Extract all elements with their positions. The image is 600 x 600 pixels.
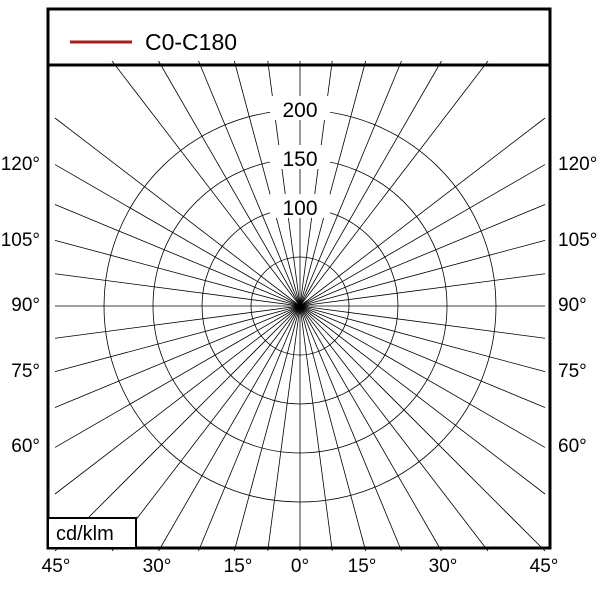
- svg-text:15°: 15°: [224, 556, 253, 577]
- svg-text:150: 150: [282, 148, 317, 171]
- svg-text:30°: 30°: [143, 556, 172, 577]
- svg-text:30°: 30°: [429, 556, 458, 577]
- svg-text:105°: 105°: [1, 230, 40, 251]
- svg-text:75°: 75°: [558, 361, 587, 382]
- svg-text:60°: 60°: [11, 436, 40, 457]
- svg-text:120°: 120°: [558, 154, 597, 175]
- svg-text:105°: 105°: [558, 230, 597, 251]
- svg-text:100: 100: [282, 197, 317, 220]
- svg-text:90°: 90°: [11, 295, 40, 316]
- svg-text:45°: 45°: [42, 556, 71, 577]
- svg-text:15°: 15°: [348, 556, 377, 577]
- svg-text:cd/klm: cd/klm: [56, 523, 114, 545]
- svg-text:75°: 75°: [11, 361, 40, 382]
- svg-text:60°: 60°: [558, 436, 587, 457]
- svg-text:C0-C180: C0-C180: [145, 29, 237, 55]
- svg-text:45°: 45°: [530, 556, 559, 577]
- svg-text:120°: 120°: [1, 154, 40, 175]
- svg-text:90°: 90°: [558, 295, 587, 316]
- svg-text:200: 200: [282, 99, 317, 122]
- svg-text:0°: 0°: [291, 556, 309, 577]
